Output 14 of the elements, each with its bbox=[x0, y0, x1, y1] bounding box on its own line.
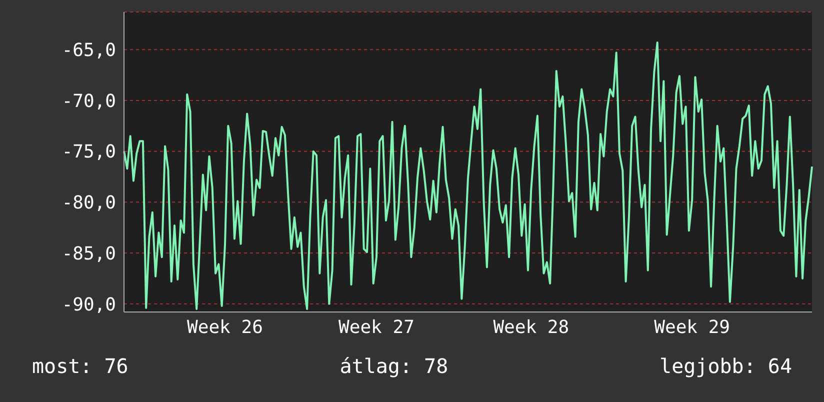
y-tick-label: -75,0 bbox=[62, 142, 116, 163]
text: legjobb: 64 bbox=[660, 354, 792, 378]
text: átlag: 78 bbox=[340, 354, 448, 378]
y-tick-label: -65,0 bbox=[62, 40, 116, 62]
x-tick-label: Week 26 bbox=[187, 316, 263, 338]
x-tick-label: Week 28 bbox=[493, 316, 570, 338]
x-tick-label: Week 29 bbox=[654, 316, 730, 338]
line-series bbox=[123, 42, 813, 310]
y-tick-label: -70,0 bbox=[62, 90, 116, 112]
y-tick-label: -85,0 bbox=[62, 243, 116, 264]
x-tick-label: Week 27 bbox=[338, 316, 414, 338]
y-tick-label: -80,0 bbox=[62, 192, 116, 214]
y-tick-label: -90,0 bbox=[62, 294, 116, 316]
text: most: 76 bbox=[32, 354, 128, 378]
